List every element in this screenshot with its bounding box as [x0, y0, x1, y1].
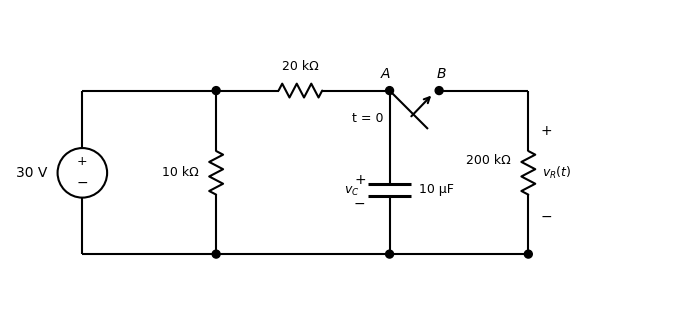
Text: +: + [354, 173, 366, 187]
Text: $v_C$: $v_C$ [345, 185, 360, 198]
Circle shape [212, 250, 220, 258]
Text: 200 kΩ: 200 kΩ [466, 154, 510, 167]
Text: B: B [436, 67, 446, 81]
Text: $v_R(t)$: $v_R(t)$ [543, 165, 571, 181]
Text: 30 V: 30 V [16, 166, 48, 180]
Circle shape [435, 86, 443, 95]
Text: A: A [381, 67, 390, 81]
Circle shape [386, 250, 394, 258]
Text: −: − [77, 176, 88, 190]
Text: 10 kΩ: 10 kΩ [162, 166, 198, 179]
Text: +: + [540, 124, 552, 138]
Circle shape [524, 250, 532, 258]
Text: −: − [540, 210, 552, 224]
Text: +: + [77, 155, 88, 168]
Circle shape [386, 86, 394, 95]
Text: −: − [354, 197, 366, 210]
Text: t = 0: t = 0 [352, 112, 384, 125]
Circle shape [212, 86, 220, 95]
Text: 20 kΩ: 20 kΩ [282, 60, 319, 73]
Text: 10 μF: 10 μF [419, 183, 454, 196]
